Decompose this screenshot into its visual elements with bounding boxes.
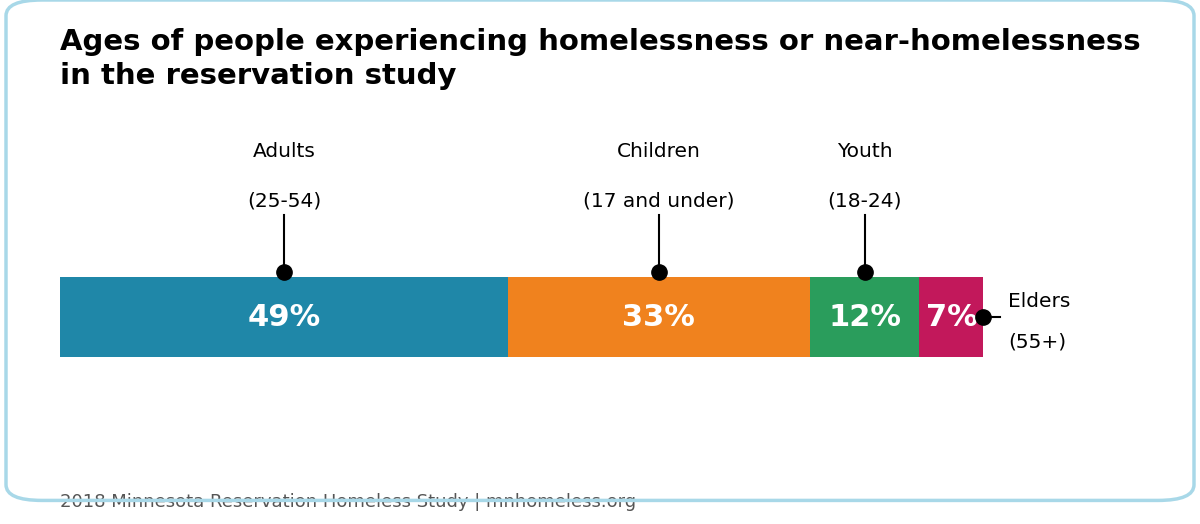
Text: Youth: Youth: [836, 143, 893, 161]
Text: 12%: 12%: [828, 303, 901, 332]
Bar: [810, 277, 919, 357]
Text: (25-54): (25-54): [247, 191, 322, 211]
Text: Ages of people experiencing homelessness or near-homelessness
in the reservation: Ages of people experiencing homelessness…: [60, 28, 1141, 90]
Text: 7%: 7%: [925, 303, 977, 332]
Text: Children: Children: [617, 143, 701, 161]
Text: 49%: 49%: [247, 303, 320, 332]
Text: Adults: Adults: [252, 143, 316, 161]
Text: 33%: 33%: [623, 303, 695, 332]
Bar: [919, 277, 984, 357]
Text: (55+): (55+): [1008, 332, 1067, 351]
Bar: [60, 277, 508, 357]
Text: Elders: Elders: [1008, 292, 1070, 311]
Text: 2018 Minnesota Reservation Homeless Study | mnhomeless.org: 2018 Minnesota Reservation Homeless Stud…: [60, 493, 636, 511]
Text: (17 and under): (17 and under): [583, 191, 734, 211]
Text: (18-24): (18-24): [827, 191, 901, 211]
Bar: [508, 277, 810, 357]
